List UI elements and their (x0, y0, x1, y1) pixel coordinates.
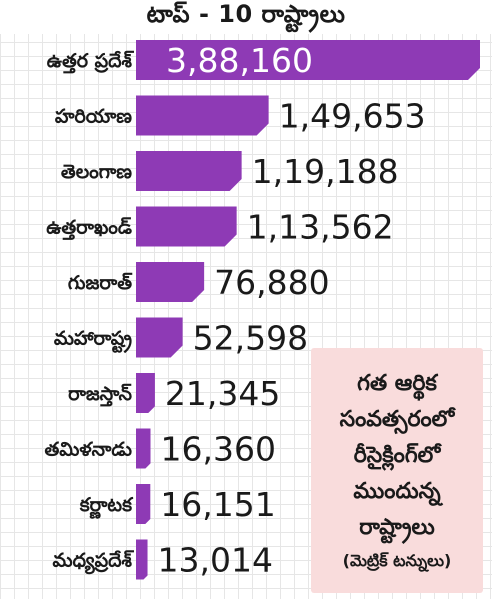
category-label: తమిళనాడు (44, 439, 132, 461)
data-label: 52,598 (193, 319, 308, 358)
category-label: తెలంగాణ (61, 161, 132, 183)
data-label: 1,13,562 (247, 208, 394, 247)
category-label: రాజస్తాన్ (68, 383, 133, 407)
bar (136, 484, 151, 524)
data-label: 76,880 (214, 263, 329, 302)
note-line: గత ఆర్థిక (357, 370, 437, 396)
category-label: ఉత్తర ప్రదేశ్ (47, 50, 135, 74)
category-label: కర్ణాటక (79, 494, 134, 519)
bar (136, 151, 242, 191)
category-label: హరియాణ (55, 106, 132, 128)
bar (136, 262, 205, 302)
category-label: ఉత్తరాఖండ్ (46, 217, 132, 241)
note-line: రీసైక్లింగ్‌లో (353, 442, 441, 468)
data-label: 1,49,653 (279, 97, 426, 136)
data-label: 21,345 (165, 374, 280, 413)
data-label: 1,19,188 (252, 152, 399, 191)
note-line: సంవత్సరంలో (339, 406, 455, 432)
data-label: 13,014 (158, 541, 273, 580)
note-box: గత ఆర్థిక సంవత్సరంలో రీసైక్లింగ్‌లో ముంద… (311, 348, 483, 593)
data-label: 3,88,160 (166, 41, 313, 80)
unit-label: (మెట్రిక్ టన్నులు) (342, 550, 452, 570)
category-label: మధ్యప్రదేశ్ (53, 550, 135, 575)
data-label: 16,360 (160, 430, 275, 469)
bar (136, 40, 480, 80)
bar (136, 95, 269, 136)
category-label: గుజరాత్ (68, 272, 133, 294)
note-line: ముందున్న (353, 478, 441, 504)
note-line: రాష్ట్రాలు (359, 514, 435, 540)
data-label: 16,151 (160, 485, 275, 524)
title-bar: టాప్ - 10 రాష్ట్రాలు (0, 0, 492, 34)
bar (136, 206, 237, 247)
category-label: మహారాష్ట్ర (54, 328, 132, 354)
bar (136, 317, 183, 358)
bar (136, 373, 155, 413)
chart-title: టాప్ - 10 రాష్ట్రాలు (146, 0, 346, 28)
bar (136, 539, 148, 580)
bar (136, 428, 151, 469)
